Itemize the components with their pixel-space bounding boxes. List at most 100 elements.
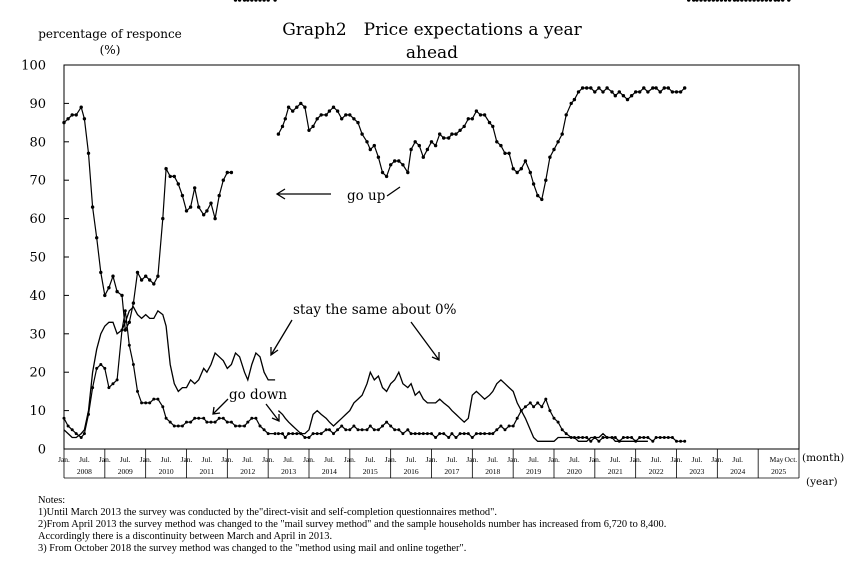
data-point	[560, 428, 564, 432]
data-point	[168, 420, 172, 424]
data-point	[156, 397, 160, 401]
x-axis-month-label: (month)	[802, 452, 844, 464]
annotation-go-up: go up	[347, 188, 385, 204]
data-point	[189, 420, 193, 424]
data-point	[438, 432, 442, 436]
data-point	[91, 386, 95, 390]
data-point	[585, 86, 589, 90]
data-point	[569, 101, 573, 106]
data-point	[144, 401, 148, 405]
data-point	[610, 90, 614, 94]
plot-area-frame	[63, 64, 800, 450]
data-point	[127, 320, 131, 324]
data-point	[503, 428, 507, 432]
data-point	[666, 436, 670, 439]
data-point	[120, 293, 124, 298]
data-point	[250, 0, 254, 2]
data-point	[409, 147, 413, 152]
data-point	[519, 409, 523, 413]
x-axis-year-label: (year)	[806, 476, 838, 488]
data-point	[658, 436, 662, 439]
data-point	[202, 213, 206, 217]
year-label: 2024	[730, 467, 745, 476]
data-point	[291, 432, 295, 436]
data-point	[348, 113, 352, 117]
data-point	[376, 428, 380, 432]
data-point	[161, 405, 165, 409]
data-point	[629, 94, 634, 98]
data-point	[642, 86, 646, 90]
month-label: Jan.	[507, 455, 519, 464]
data-point	[303, 436, 307, 439]
data-point	[180, 193, 185, 198]
data-point	[548, 155, 552, 159]
data-point	[197, 205, 201, 209]
data-point	[180, 424, 184, 428]
month-label: Jul.	[202, 455, 213, 464]
data-point	[303, 105, 307, 109]
data-point	[442, 136, 446, 140]
data-point	[242, 0, 247, 2]
data-point	[406, 428, 410, 432]
data-point	[335, 109, 340, 113]
y-tick-label: 0	[38, 443, 46, 458]
data-point	[385, 420, 389, 424]
year-label: 2021	[608, 467, 623, 476]
data-point	[540, 197, 544, 202]
data-point	[552, 147, 556, 152]
month-label: Jul.	[242, 455, 253, 464]
data-point	[127, 343, 131, 347]
data-point	[605, 436, 609, 439]
month-label: Jan.	[548, 455, 560, 464]
data-point	[291, 109, 295, 113]
data-point	[478, 113, 483, 117]
year-label: 2020	[567, 467, 582, 476]
data-point	[487, 120, 492, 125]
data-point	[597, 86, 601, 90]
data-point	[331, 105, 336, 109]
data-point	[421, 155, 425, 159]
year-label: 2014	[322, 467, 337, 476]
data-point	[307, 436, 311, 439]
data-point	[488, 432, 491, 436]
y-tick-label: 40	[29, 289, 46, 304]
data-point	[658, 90, 662, 94]
data-point	[393, 159, 397, 163]
data-point	[479, 432, 482, 436]
data-point	[352, 117, 356, 121]
data-point	[111, 274, 115, 278]
data-point	[74, 113, 78, 117]
data-point	[687, 0, 691, 2]
series-stay-the-same-about-0-	[63, 305, 648, 442]
data-point	[286, 105, 291, 109]
y-tick-label: 20	[29, 366, 46, 381]
data-point	[99, 363, 103, 366]
data-point	[413, 140, 417, 144]
data-point	[447, 136, 451, 140]
data-point	[425, 432, 429, 436]
data-point	[610, 436, 614, 439]
y-axis: 0 10 20 30 40 50 60 70 80 90 100	[21, 59, 69, 458]
data-point	[103, 366, 107, 370]
arrow-go-up-tick	[386, 186, 401, 197]
data-point	[528, 401, 532, 405]
data-point	[613, 436, 617, 439]
data-point	[434, 436, 438, 439]
data-point	[724, 0, 727, 2]
year-label: 2017	[444, 467, 459, 476]
data-point	[376, 155, 381, 159]
data-point	[642, 436, 646, 439]
data-point	[299, 101, 303, 106]
month-label: Jan.	[671, 455, 683, 464]
data-point	[703, 0, 707, 2]
data-point	[221, 178, 225, 182]
data-point	[781, 0, 785, 2]
year-label: 2016	[404, 467, 419, 476]
data-point	[99, 270, 103, 275]
data-point	[266, 0, 270, 2]
year-label: 2011	[200, 467, 215, 476]
year-label: 2015	[363, 467, 378, 476]
data-point	[651, 86, 655, 90]
data-point	[466, 117, 470, 121]
data-point	[360, 132, 364, 136]
